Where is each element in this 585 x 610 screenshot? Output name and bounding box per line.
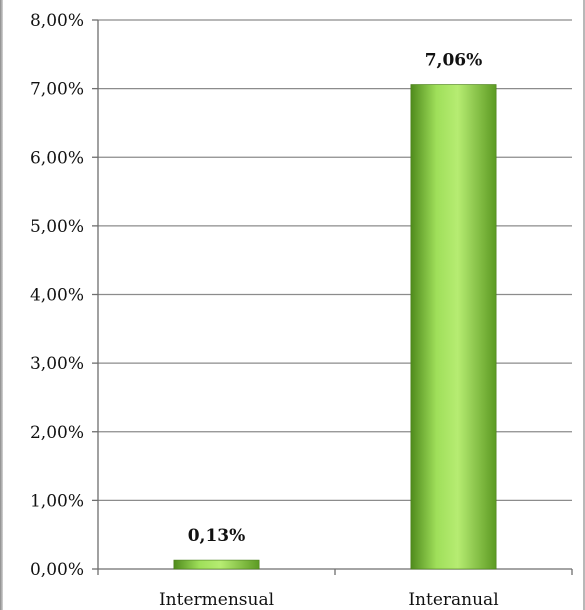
y-tick-label: 6,00% xyxy=(30,148,84,168)
x-category-label: Interanual xyxy=(408,590,498,610)
bar xyxy=(410,84,497,570)
y-tick-label: 3,00% xyxy=(30,354,84,374)
y-tick-label: 4,00% xyxy=(30,286,84,306)
gridlines xyxy=(98,19,572,502)
bar xyxy=(173,559,260,570)
y-tick-label: 8,00% xyxy=(30,11,84,31)
data-label: 0,13% xyxy=(188,526,246,546)
bars xyxy=(173,84,497,570)
y-tick-label: 1,00% xyxy=(30,491,84,511)
y-tick-label: 2,00% xyxy=(30,423,84,443)
labels: 0,00% 1,00% 2,00% 3,00% 4,00% 5,00% 6,00% 7,00%… xyxy=(30,11,499,610)
y-tick-label: 5,00% xyxy=(30,217,84,237)
x-category-label: Intermensual xyxy=(159,590,274,610)
data-label: 7,06% xyxy=(425,51,483,71)
y-tick-label: 7,00% xyxy=(30,80,84,100)
axes xyxy=(92,19,573,575)
y-tick-label: 0,00% xyxy=(30,560,84,580)
